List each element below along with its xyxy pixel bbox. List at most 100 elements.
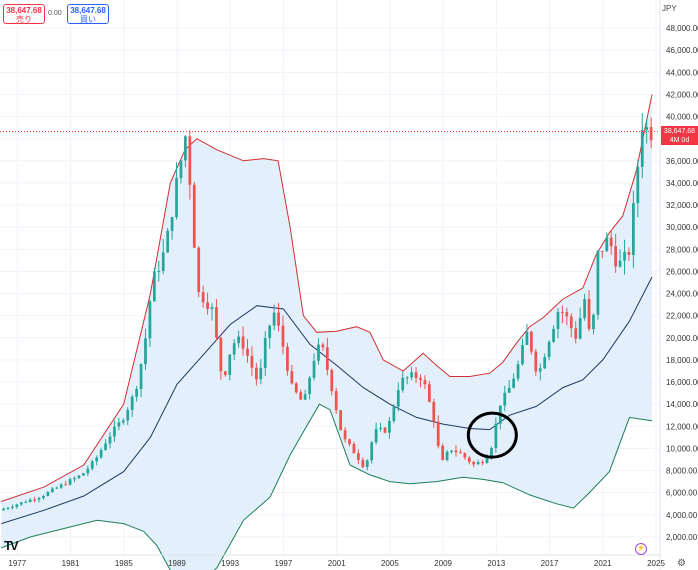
candle-body (379, 427, 382, 430)
candle-body (396, 390, 400, 407)
bollinger-lower-band (1, 403, 653, 570)
candle-body (95, 457, 99, 462)
candle-body (2, 508, 5, 511)
candle-body (99, 449, 103, 458)
price-tick-label: 14,000.00 (666, 400, 698, 409)
price-tick-label: 26,000.00 (666, 267, 698, 276)
candle-body (19, 502, 23, 505)
candle-body (28, 499, 32, 503)
candle-body (339, 410, 343, 431)
price-tick-label: 12,000.00 (666, 422, 698, 431)
candle-body (312, 360, 316, 378)
sell-button[interactable]: 38,647.68 売り (3, 4, 45, 24)
candle-body (219, 337, 223, 372)
candle-body (90, 461, 94, 469)
price-tick-label: 30,000.00 (666, 223, 698, 232)
candle-body (600, 250, 604, 252)
candle-body (126, 409, 130, 421)
time-tick-label: 1977 (8, 559, 26, 568)
candle-body (237, 336, 241, 344)
candle-body (86, 468, 90, 474)
candle-body (6, 507, 10, 509)
candle-body (148, 301, 152, 339)
candle-body (401, 377, 405, 391)
candle-body (521, 344, 524, 365)
time-tick-label: 2001 (328, 559, 346, 568)
candle-body (357, 453, 360, 460)
candle-body (104, 443, 107, 450)
tradingview-logo-icon[interactable]: TV (4, 538, 19, 553)
price-tick-label: 34,000.00 (666, 179, 698, 188)
price-tick-label: 20,000.00 (666, 334, 698, 343)
candle-body (361, 459, 365, 468)
candle-body (263, 338, 267, 368)
candle-body (157, 270, 161, 272)
price-axis[interactable]: 2,000.00 4,000.00 6,000.00 8,000.00 10,000.0… (666, 24, 698, 542)
candle-body (374, 429, 378, 443)
candle-body (534, 351, 538, 372)
candle-body (192, 184, 196, 248)
candle-body (55, 487, 59, 489)
buy-button[interactable]: 38,647.68 買い (67, 4, 109, 24)
candle-body (547, 341, 551, 358)
candle-body (334, 391, 338, 411)
spread-value: 0.00 (48, 10, 62, 17)
candle-body (108, 436, 112, 444)
currency-label[interactable]: JPY (662, 4, 677, 13)
candle-body (410, 372, 413, 378)
candle-body (121, 420, 125, 423)
candle-body (268, 325, 272, 339)
candle-body (645, 127, 649, 130)
candle-body (259, 367, 263, 380)
candle-body (139, 364, 143, 389)
candle-body (290, 371, 294, 384)
candle-body (330, 369, 334, 392)
candle-body (467, 457, 471, 462)
time-axis[interactable]: 1977 1981 1985 1989 1993 1997 2001 2005 2009 2013… (8, 559, 665, 568)
price-tick-label: 6,000.00 (666, 489, 698, 498)
candle-body (286, 346, 289, 372)
candle-body (50, 488, 54, 493)
candle-body (419, 378, 422, 380)
sell-price: 38,647.68 (6, 6, 42, 15)
price-tick-label: 24,000.00 (666, 290, 698, 299)
candle-body (144, 338, 147, 365)
candle-body (383, 427, 387, 433)
lightning-icon[interactable]: ⚡ (635, 543, 647, 555)
candle-body (166, 230, 170, 253)
candle-body (552, 328, 555, 342)
candle-body (516, 364, 520, 379)
candle-body (463, 453, 467, 458)
candle-body (538, 368, 542, 372)
candle-body (352, 443, 356, 454)
price-tick-label: 10,000.00 (666, 444, 698, 453)
candle-body (587, 299, 591, 330)
price-tick-label: 28,000.00 (666, 245, 698, 254)
candle-body (303, 394, 307, 400)
candle-body (543, 357, 547, 369)
candle-body (37, 498, 41, 500)
price-tick-label: 32,000.00 (666, 201, 698, 210)
price-tick-label: 22,000.00 (666, 312, 698, 321)
candle-body (569, 316, 573, 329)
candle-body (503, 392, 507, 406)
last-price-interval: 4M 0d (669, 137, 690, 144)
time-tick-label: 2009 (434, 559, 452, 568)
candle-body (117, 422, 121, 427)
candle-body (454, 450, 458, 453)
candle-body (392, 406, 396, 422)
candle-body (343, 430, 347, 440)
candle-body (42, 495, 45, 499)
candle-body (436, 421, 440, 446)
candle-body (472, 461, 476, 465)
candle-body (206, 302, 209, 310)
gear-icon[interactable]: ⚙ (677, 558, 686, 569)
candle-body (529, 331, 533, 352)
candle-body (596, 250, 600, 315)
candle-body (175, 178, 178, 218)
candle-body (370, 442, 374, 461)
time-tick-label: 2013 (487, 559, 505, 568)
bollinger-middle-band (1, 276, 653, 525)
annotation-circle[interactable] (466, 411, 518, 459)
